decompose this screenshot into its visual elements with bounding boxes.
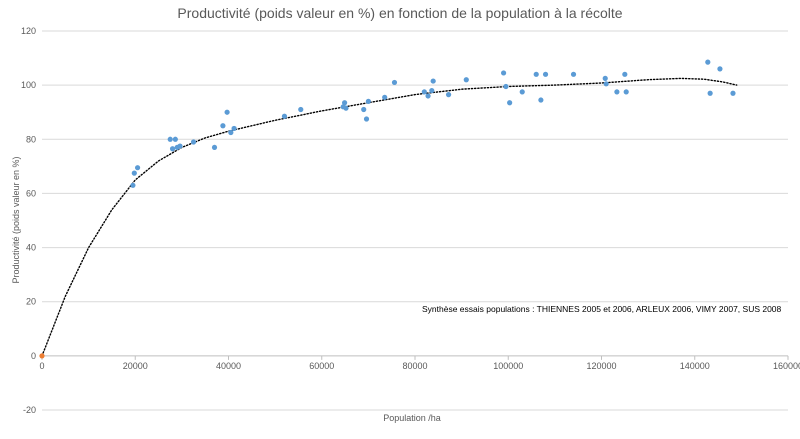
y-axis-title: Productivité (poids valeur en %) [11,156,21,283]
trendline [41,77,738,357]
y-tick-label: 80 [26,134,36,144]
data-point [363,116,370,122]
data-point [382,94,388,100]
data-point [570,71,577,77]
x-axis-title: Population /ha [383,413,441,423]
data-point [298,106,304,113]
x-tick-label: 20000 [123,361,148,371]
data-point [391,79,398,86]
x-tick-label: 140000 [680,361,710,371]
data-point [211,144,218,151]
data-point [463,77,469,83]
data-point [131,170,137,176]
data-point [39,353,45,359]
y-tick-label: -20 [23,405,36,415]
data-point [343,105,349,111]
x-tick-label: 60000 [309,361,334,371]
grid-lines [42,30,788,411]
data-point [603,81,609,87]
chart-annotation: Synthèse essais populations : THIENNES 2… [422,304,782,314]
data-point [533,71,539,77]
data-point [707,90,713,96]
data-point [730,90,736,96]
data-point [503,83,509,90]
data-point [519,89,525,95]
data-point [623,89,629,95]
y-tick-label: 40 [26,243,36,253]
x-tick-label: 80000 [402,361,427,371]
data-point [430,78,436,84]
data-point [169,146,176,152]
y-tick-label: 100 [21,80,36,90]
data-point [421,89,427,95]
data-point [445,92,452,98]
data-point [602,75,608,81]
data-point [365,98,371,104]
x-tick-label: 160000 [773,361,800,371]
y-tick-label: 20 [26,297,36,307]
data-point [425,93,431,99]
data-point [177,143,183,149]
data-point [429,87,435,94]
data-point [538,97,544,103]
data-point [172,136,178,142]
data-point [190,139,197,145]
data-point [231,125,237,132]
data-point [542,71,549,77]
data-point [130,182,136,188]
trendline-curve [41,77,738,357]
data-point [167,136,173,142]
data-point [224,109,230,115]
axes: -20 0 20 40 60 80 100 120 0 20000 40000 60000 80000 1… [21,26,800,415]
data-point [614,89,620,95]
data-point [717,66,723,72]
data-point [281,113,288,119]
y-tick-label: 60 [26,188,36,198]
data-point [500,70,507,76]
x-tick-label: 120000 [586,361,616,371]
x-tick-label: 40000 [216,361,241,371]
x-tick-label: 100000 [493,361,523,371]
y-tick-label: 120 [21,26,36,36]
chart-title: Productivité (poids valeur en %) en fonc… [177,5,622,21]
data-point [220,123,226,129]
data-point [134,165,141,171]
y-tick-label: 0 [31,351,36,361]
data-point [507,100,513,106]
x-tick-label: 0 [39,361,44,371]
data-point [228,129,234,136]
data-point [341,100,348,106]
data-point [705,59,711,65]
data-point [361,106,367,113]
data-points [39,59,736,359]
data-point [622,71,628,77]
